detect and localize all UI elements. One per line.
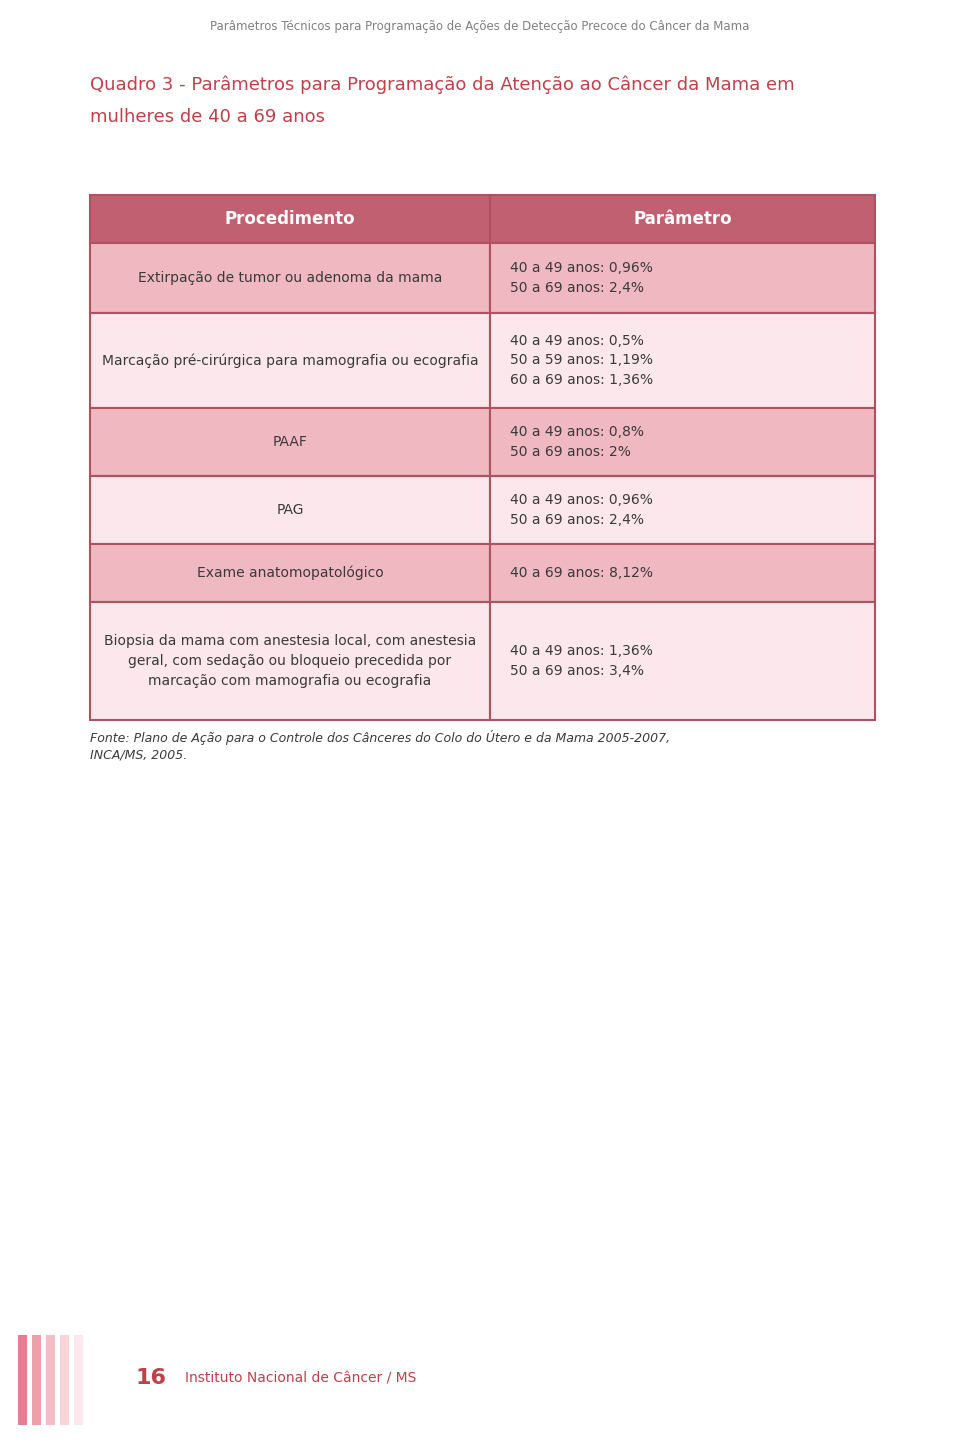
Bar	[490, 407, 875, 475]
Bar	[60, 1335, 69, 1425]
Bar	[18, 1335, 27, 1425]
Bar	[74, 1335, 83, 1425]
Text: Extirpação de tumor ou adenoma da mama: Extirpação de tumor ou adenoma da mama	[138, 272, 443, 285]
Bar	[90, 543, 490, 603]
Bar	[90, 407, 490, 475]
Bar	[90, 603, 490, 720]
Bar	[46, 1335, 55, 1425]
Text: PAG: PAG	[276, 503, 303, 517]
Text: Quadro 3 - Parâmetros para Programação da Atenção ao Câncer da Mama em: Quadro 3 - Parâmetros para Programação d…	[90, 75, 795, 94]
Text: Marcação pré-cirúrgica para mamografia ou ecografia: Marcação pré-cirúrgica para mamografia o…	[102, 353, 478, 367]
Text: 40 a 49 anos: 0,96%
50 a 69 anos: 2,4%: 40 a 49 anos: 0,96% 50 a 69 anos: 2,4%	[510, 262, 653, 295]
Text: Fonte: Plano de Ação para o Controle dos Cânceres do Colo do Útero e da Mama 200: Fonte: Plano de Ação para o Controle dos…	[90, 730, 670, 762]
Text: 16: 16	[135, 1368, 166, 1389]
Bar	[90, 314, 490, 407]
Text: Procedimento: Procedimento	[225, 210, 355, 228]
Bar	[32, 1335, 41, 1425]
Text: Exame anatomopatológico: Exame anatomopatológico	[197, 566, 383, 581]
Bar	[90, 475, 490, 543]
Text: Biopsia da mama com anestesia local, com anestesia
geral, com sedação ou bloquei: Biopsia da mama com anestesia local, com…	[104, 634, 476, 688]
Text: 40 a 69 anos: 8,12%: 40 a 69 anos: 8,12%	[510, 566, 653, 579]
Text: PAAF: PAAF	[273, 435, 307, 449]
Bar	[90, 243, 490, 314]
Text: 40 a 49 anos: 0,96%
50 a 69 anos: 2,4%: 40 a 49 anos: 0,96% 50 a 69 anos: 2,4%	[510, 493, 653, 527]
Bar	[490, 603, 875, 720]
Text: Parâmetros Técnicos para Programação de Ações de Detecção Precoce do Câncer da M: Parâmetros Técnicos para Programação de …	[210, 20, 750, 33]
Text: mulheres de 40 a 69 anos: mulheres de 40 a 69 anos	[90, 108, 325, 126]
Text: Parâmetro: Parâmetro	[634, 210, 732, 228]
Text: 40 a 49 anos: 0,5%
50 a 59 anos: 1,19%
60 a 69 anos: 1,36%: 40 a 49 anos: 0,5% 50 a 59 anos: 1,19% 6…	[510, 334, 653, 387]
Bar	[490, 543, 875, 603]
Text: Instituto Nacional de Câncer / MS: Instituto Nacional de Câncer / MS	[185, 1371, 417, 1384]
Bar	[490, 475, 875, 543]
Text: 40 a 49 anos: 0,8%
50 a 69 anos: 2%: 40 a 49 anos: 0,8% 50 a 69 anos: 2%	[510, 425, 644, 458]
Bar	[490, 314, 875, 407]
Bar	[490, 195, 875, 243]
Text: 40 a 49 anos: 1,36%
50 a 69 anos: 3,4%: 40 a 49 anos: 1,36% 50 a 69 anos: 3,4%	[510, 644, 653, 678]
Bar	[90, 195, 490, 243]
Bar	[490, 243, 875, 314]
